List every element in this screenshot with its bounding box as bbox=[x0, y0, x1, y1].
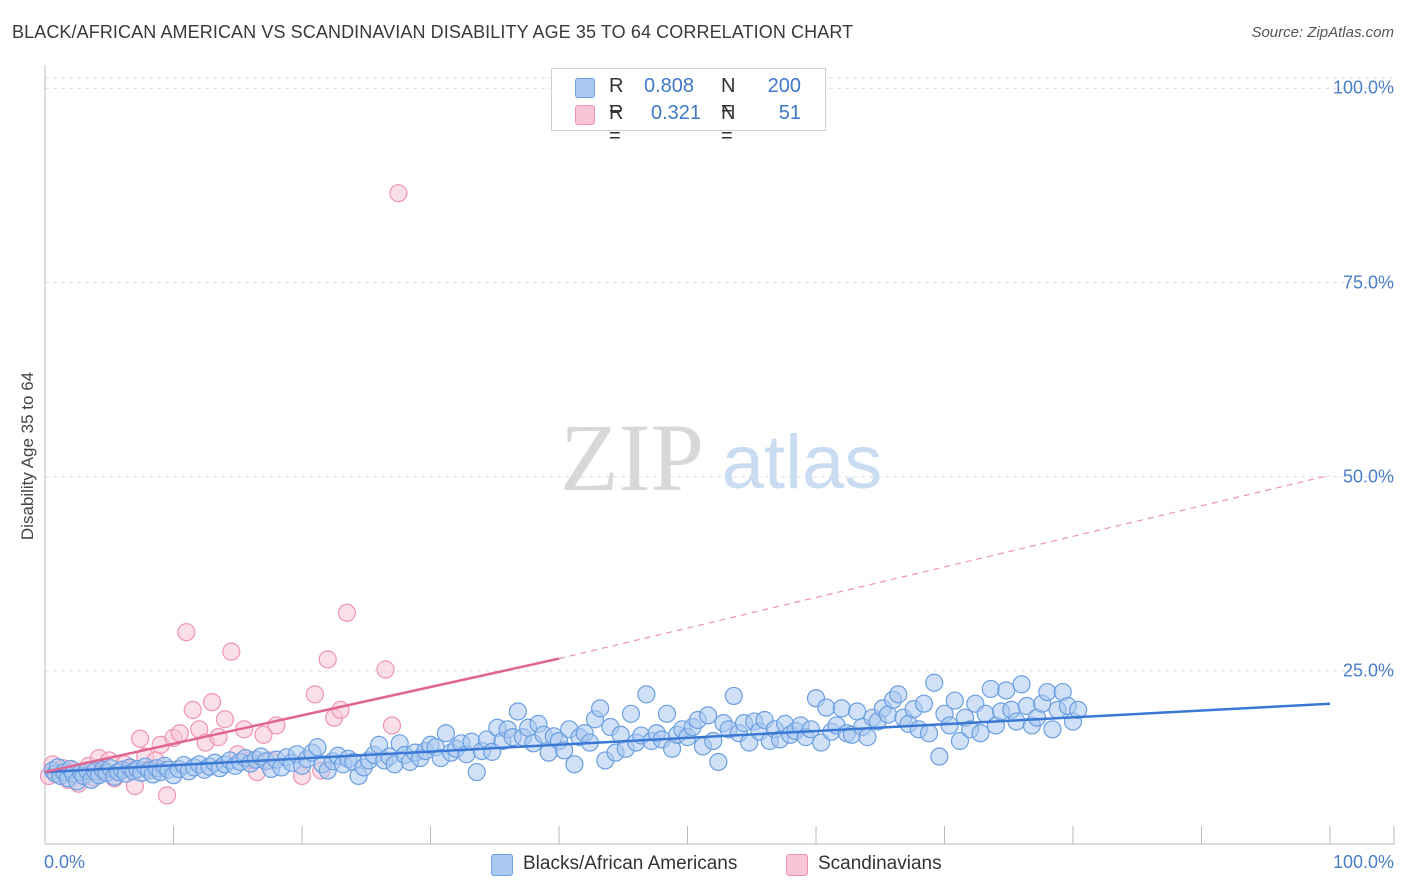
n-value: 200 bbox=[767, 75, 801, 97]
blacks-point bbox=[945, 691, 964, 710]
scandinavians-point bbox=[209, 728, 228, 747]
x-tick-max: 100.0% bbox=[1332, 852, 1394, 872]
blacks-point bbox=[858, 728, 877, 747]
blacks-point bbox=[508, 702, 527, 721]
series-legend: Blacks/African Americans Scandinavians bbox=[0, 852, 1406, 878]
y-tick-label: 25.0% bbox=[1342, 660, 1394, 681]
blacks-point bbox=[930, 747, 949, 766]
scandinavians-point bbox=[202, 693, 222, 712]
blacks-point bbox=[1038, 682, 1057, 702]
y-tick-label: 100.0% bbox=[1332, 77, 1394, 98]
blacks-point bbox=[1069, 700, 1088, 720]
scandinavians-trend-line bbox=[44, 657, 560, 774]
r-value: 0.808 bbox=[644, 75, 695, 97]
blacks-point bbox=[657, 704, 677, 723]
n-label: N = bbox=[721, 75, 736, 120]
r-label: R = bbox=[609, 75, 624, 120]
scandinavians-point bbox=[382, 716, 402, 735]
blacks-trend-line bbox=[44, 702, 1331, 774]
blacks-point bbox=[971, 724, 990, 743]
blacks-point bbox=[308, 738, 327, 757]
watermark-zip: ZIP bbox=[560, 404, 704, 511]
y-tick-label: 75.0% bbox=[1342, 272, 1394, 293]
scandinavians-points bbox=[39, 184, 408, 805]
legend-label-blacks: Blacks/African Americans bbox=[523, 853, 738, 874]
legend-label-scandinavians: Scandinavians bbox=[818, 853, 942, 874]
blacks-point bbox=[925, 673, 944, 692]
blacks-point bbox=[1012, 675, 1031, 694]
watermark-atlas: atlas bbox=[722, 420, 883, 505]
blacks-point bbox=[950, 731, 970, 751]
scandinavians-point bbox=[222, 642, 241, 661]
scandinavians-point bbox=[331, 700, 350, 720]
blue-swatch-icon bbox=[575, 78, 595, 98]
scandinavians-point bbox=[305, 685, 324, 704]
blacks-point bbox=[919, 724, 939, 743]
blacks-point bbox=[724, 686, 743, 706]
scandinavians-point bbox=[389, 184, 408, 203]
blacks-point bbox=[848, 702, 867, 721]
blacks-point bbox=[621, 704, 641, 723]
scandinavians-point bbox=[254, 725, 273, 744]
chart-title: BLACK/AFRICAN AMERICAN VS SCANDINAVIAN D… bbox=[12, 22, 854, 42]
watermark: ZIP atlas bbox=[560, 404, 882, 511]
blacks-point bbox=[436, 724, 456, 743]
scandinavians-point bbox=[157, 786, 177, 805]
blacks-point bbox=[565, 755, 584, 774]
blue-swatch-icon bbox=[491, 854, 513, 876]
blacks-point bbox=[467, 762, 486, 782]
n-value: 51 bbox=[778, 102, 801, 124]
n-label: N = bbox=[721, 102, 736, 147]
blacks-point bbox=[914, 694, 934, 713]
scandinavians-point bbox=[215, 710, 234, 729]
gridlines bbox=[45, 77, 1394, 672]
scandinavians-point bbox=[183, 700, 202, 720]
scandinavians-point bbox=[318, 650, 337, 669]
blacks-point bbox=[555, 741, 574, 760]
scandinavians-point bbox=[376, 660, 395, 679]
blacks-point bbox=[637, 685, 656, 704]
pink-swatch-icon bbox=[575, 105, 595, 125]
blacks-point bbox=[801, 720, 820, 739]
r-value: 0.321 bbox=[651, 102, 702, 124]
blacks-point bbox=[698, 706, 718, 725]
scandinavians-point bbox=[337, 603, 357, 622]
trend-lines bbox=[44, 474, 1331, 774]
scandinavians-point bbox=[130, 729, 150, 748]
x-tick-min: 0.0% bbox=[44, 852, 86, 872]
blacks-point bbox=[709, 752, 728, 772]
scandinavians-point bbox=[177, 623, 196, 642]
blacks-point bbox=[997, 681, 1016, 700]
scandinavians-point bbox=[170, 724, 190, 743]
correlation-legend: R = 0.808 N = 200 R = 0.321 N = 51 bbox=[551, 68, 826, 147]
r-label: R = bbox=[609, 102, 624, 147]
source-label[interactable]: Source: ZipAtlas.com bbox=[1251, 24, 1394, 41]
blacks-point bbox=[1043, 720, 1062, 739]
y-tick-label: 50.0% bbox=[1342, 466, 1394, 487]
blacks-point bbox=[981, 679, 1000, 699]
scandinavians-trend-extension bbox=[558, 474, 1331, 660]
blacks-point bbox=[832, 699, 851, 718]
pink-swatch-icon bbox=[786, 854, 808, 876]
blacks-point bbox=[817, 698, 836, 717]
blacks-point bbox=[591, 699, 610, 718]
blacks-point bbox=[889, 685, 908, 704]
axes bbox=[44, 65, 1395, 845]
